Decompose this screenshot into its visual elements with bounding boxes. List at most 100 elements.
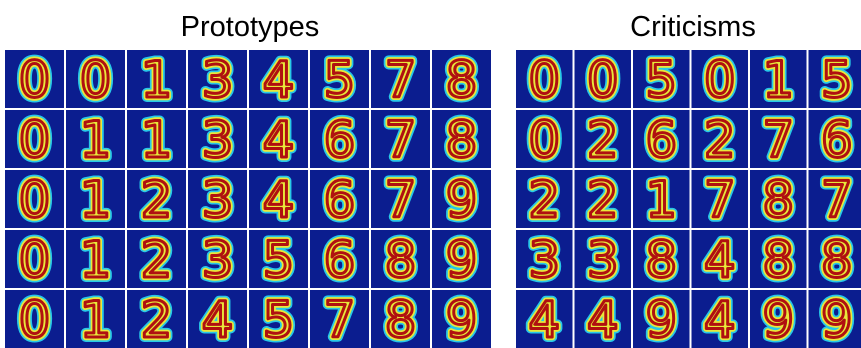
digit: 0: [587, 51, 619, 109]
digit: 5: [821, 51, 853, 109]
digit-tile: 777: [371, 50, 430, 109]
digit-tile: 888: [750, 230, 807, 289]
digit: 2: [704, 111, 736, 169]
digit: 7: [385, 111, 417, 169]
digit: 6: [821, 111, 853, 169]
digit: 9: [446, 291, 478, 348]
digit-tile: 999: [432, 170, 491, 229]
digit: 8: [762, 171, 794, 229]
digit: 8: [446, 51, 478, 109]
digit-tile: 555: [249, 290, 308, 348]
digit: 3: [202, 51, 234, 109]
digit: 0: [704, 51, 736, 109]
digit-tile: 666: [809, 110, 861, 169]
digit-tile: 999: [809, 290, 861, 348]
digit: 0: [528, 111, 560, 169]
digit: 5: [263, 291, 295, 348]
digit-tile: 888: [371, 230, 430, 289]
digit: 2: [141, 231, 173, 289]
digit: 0: [19, 171, 51, 229]
digit-tile: 777: [310, 290, 369, 348]
digit-tile: 888: [432, 50, 491, 109]
digit: 0: [528, 51, 560, 109]
digit: 0: [19, 51, 51, 109]
digit: 7: [821, 171, 853, 229]
digit-tile: 000: [692, 50, 749, 109]
digit: 9: [821, 291, 853, 348]
digit: 7: [704, 171, 736, 229]
digit: 9: [645, 291, 677, 348]
digit: 2: [587, 111, 619, 169]
digit-tile: 444: [692, 290, 749, 348]
digit-tile: 333: [188, 110, 247, 169]
digit: 4: [202, 291, 234, 348]
digit-tile: 000: [575, 50, 632, 109]
digit: 8: [645, 231, 677, 289]
digit-tile: 000: [5, 110, 64, 169]
digit-tile: 888: [371, 290, 430, 348]
digit: 5: [645, 51, 677, 109]
digit: 1: [762, 51, 794, 109]
digit-tile: 222: [127, 230, 186, 289]
digit-tile: 999: [750, 290, 807, 348]
digit: 0: [19, 111, 51, 169]
digit: 8: [762, 231, 794, 289]
digit-tile: 999: [633, 290, 690, 348]
digit-tile: 000: [5, 50, 64, 109]
digit-tile: 999: [432, 290, 491, 348]
digit-tile: 444: [516, 290, 573, 348]
digit-tile: 888: [809, 230, 861, 289]
digit: 4: [263, 171, 295, 229]
digit-tile: 111: [66, 110, 125, 169]
digit: 2: [587, 171, 619, 229]
digit-tile: 666: [310, 110, 369, 169]
digit-tile: 000: [5, 290, 64, 348]
criticisms-title: Criticisms: [630, 11, 756, 43]
digit: 1: [141, 111, 173, 169]
digit: 2: [141, 171, 173, 229]
digit-tile: 222: [127, 170, 186, 229]
digit: 3: [202, 111, 234, 169]
digit: 7: [762, 111, 794, 169]
digit-tile: 999: [432, 230, 491, 289]
digit-tile: 111: [66, 290, 125, 348]
digit-tile: 444: [692, 230, 749, 289]
figure: Prototypes Criticisms 000000111333444555…: [0, 0, 861, 348]
digit: 1: [645, 171, 677, 229]
digit: 9: [446, 171, 478, 229]
digit: 7: [385, 51, 417, 109]
digit: 4: [263, 111, 295, 169]
digit: 5: [263, 231, 295, 289]
digit: 3: [202, 231, 234, 289]
digit-tile: 333: [188, 230, 247, 289]
digit-tile: 666: [310, 230, 369, 289]
digit-tile: 111: [127, 110, 186, 169]
digit: 9: [446, 231, 478, 289]
digit-tile: 333: [575, 230, 632, 289]
digit-tile: 222: [127, 290, 186, 348]
digit: 0: [80, 51, 112, 109]
digit: 1: [80, 231, 112, 289]
digit: 4: [704, 231, 736, 289]
prototypes-title: Prototypes: [181, 11, 320, 43]
digit-tile: 888: [432, 110, 491, 169]
digit-tile: 333: [188, 50, 247, 109]
digit-tile: 000: [66, 50, 125, 109]
digit: 5: [324, 51, 356, 109]
digit-tile: 444: [249, 50, 308, 109]
digit-tile: 111: [66, 230, 125, 289]
grids: 0000001113334445557778880001111113334446…: [5, 50, 861, 348]
digit: 3: [202, 171, 234, 229]
digit-tile: 666: [310, 170, 369, 229]
digit: 1: [141, 51, 173, 109]
digit: 6: [324, 231, 356, 289]
digit-tile: 444: [188, 290, 247, 348]
digit-tile: 111: [66, 170, 125, 229]
digit: 4: [587, 291, 619, 348]
digit-tile: 000: [516, 110, 573, 169]
digit: 0: [19, 231, 51, 289]
digit: 1: [80, 171, 112, 229]
digit-tile: 777: [809, 170, 861, 229]
digit-tile: 777: [750, 110, 807, 169]
digit: 6: [645, 111, 677, 169]
